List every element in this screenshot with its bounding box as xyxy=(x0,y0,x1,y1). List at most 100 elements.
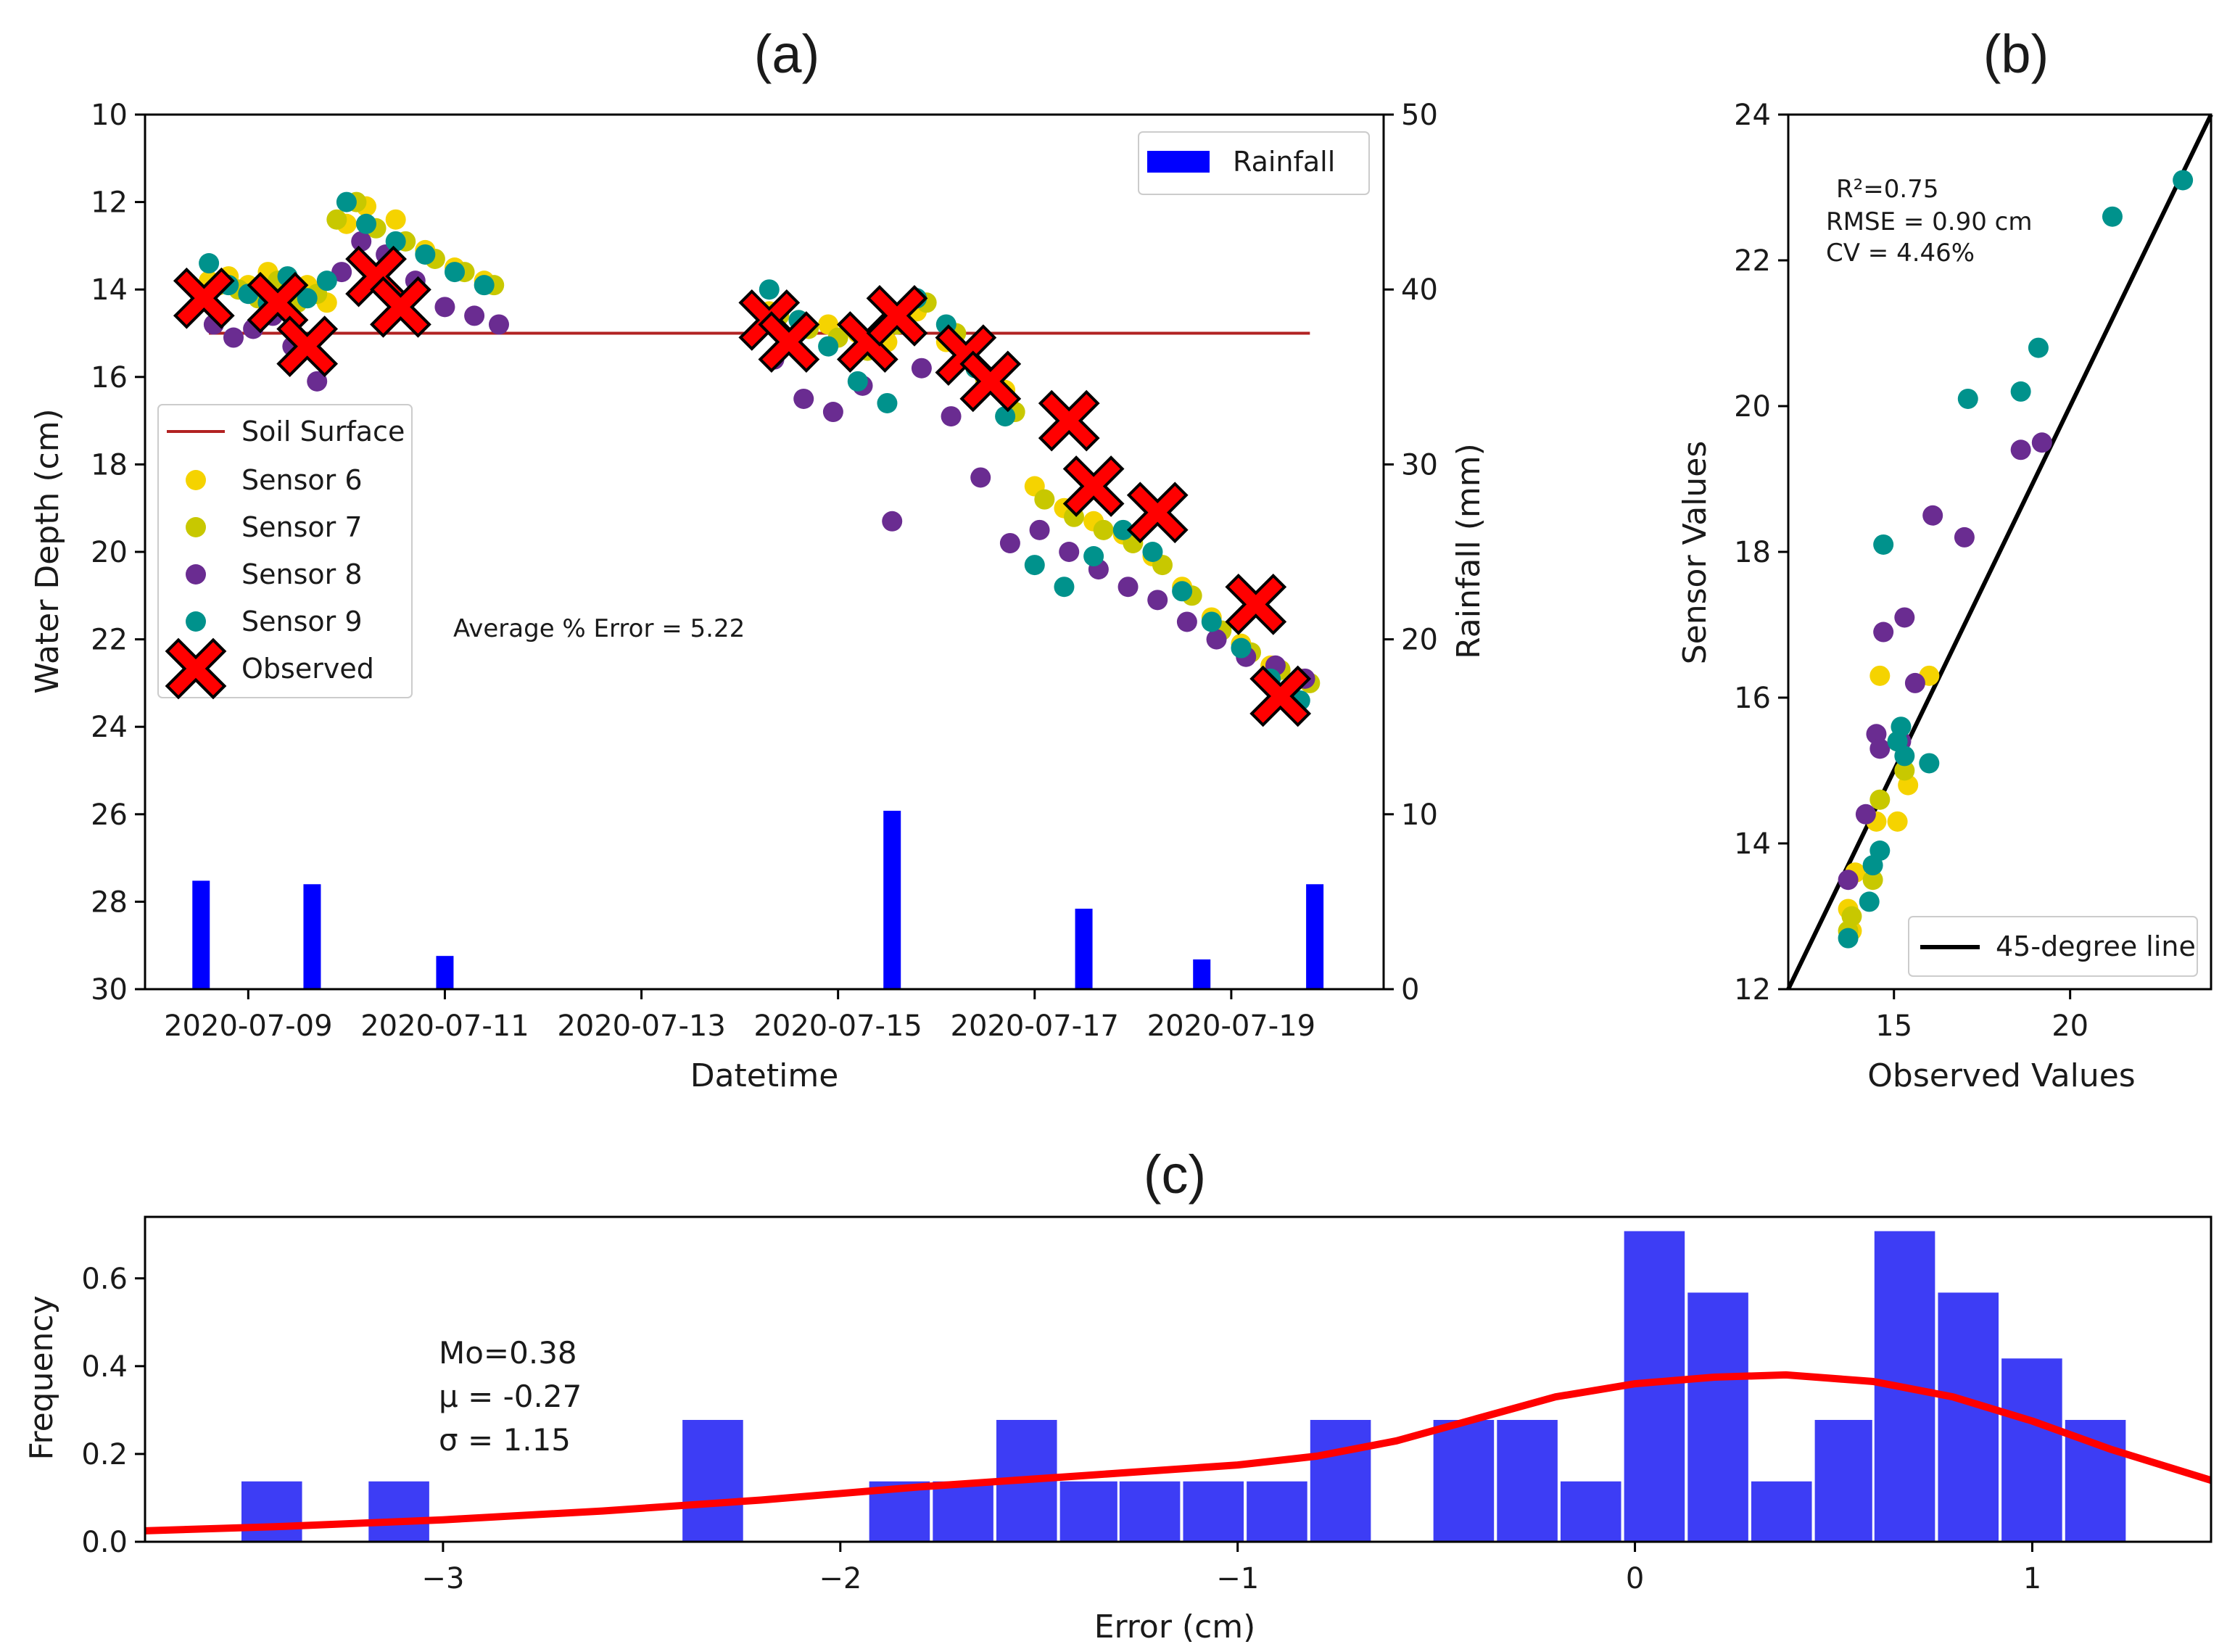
panel-c-ylabel: Frequency xyxy=(23,1295,60,1460)
y-tick-label: 28 xyxy=(91,885,128,919)
observed-marker xyxy=(1062,455,1125,517)
observed-marker xyxy=(1249,665,1312,727)
y2-tick-label: 40 xyxy=(1401,273,1438,307)
rainfall-bar xyxy=(192,880,210,989)
sensor-9-point xyxy=(1231,637,1252,658)
histogram-bar xyxy=(1244,1479,1310,1543)
y2-tick-label: 10 xyxy=(1401,798,1438,832)
rainfall-bars xyxy=(192,810,1324,989)
panel-c-y-tick-label: 0.2 xyxy=(81,1438,128,1471)
rainfall-bar xyxy=(436,956,454,989)
panel-b-legend-label: 45-degree line xyxy=(1996,930,2196,962)
sensor-8-point xyxy=(793,388,814,409)
observed-marker xyxy=(1225,573,1287,635)
observed-marker-fill xyxy=(762,315,816,369)
sensor-8-point xyxy=(1059,542,1080,562)
sensor-9-point xyxy=(297,288,318,309)
sensor-9-point xyxy=(474,275,495,296)
observed-marker xyxy=(959,350,1022,413)
x-tick-label: 2020-07-13 xyxy=(557,1009,725,1043)
panel-a-xlabel: Datetime xyxy=(690,1057,839,1094)
right-y-ticks: 0 10 20 30 40 50 xyxy=(1384,99,1438,1007)
panel-b-ylabel: Sensor Values xyxy=(1677,441,1714,665)
sensor-8-point xyxy=(489,314,509,335)
rainfall-legend: Rainfall xyxy=(1138,131,1370,195)
sensor-8-comparison-point xyxy=(1894,607,1915,628)
y-tick-label: 30 xyxy=(91,973,128,1007)
panel-b-y-tick-label: 18 xyxy=(1734,536,1771,569)
observed-marker-fill xyxy=(1042,394,1096,447)
sensor-7-point xyxy=(1093,519,1114,540)
observed-marker-fill xyxy=(177,271,231,325)
sensor-8-point xyxy=(1206,629,1227,650)
y2-tick-label: 0 xyxy=(1401,973,1419,1007)
series-legend: Soil Surface Sensor 6 Sensor 7 Sensor 8 … xyxy=(157,404,413,700)
sensor-9-point xyxy=(1054,577,1075,598)
sensor-9-point xyxy=(847,371,868,392)
legend-observed-cross-fill xyxy=(169,642,223,695)
panel-b-y-tick-label: 20 xyxy=(1734,390,1771,424)
panel-b-x-tick-label: 20 xyxy=(2052,1009,2088,1043)
histogram-bar xyxy=(366,1479,431,1543)
sensor-6-comparison-point xyxy=(1887,811,1908,832)
observed-marker xyxy=(1038,389,1100,452)
sensor-9-point xyxy=(877,392,898,413)
x-tick-label: 2020-07-17 xyxy=(951,1009,1119,1043)
sensor-8-point xyxy=(941,406,962,427)
sensor-9-comparison-point xyxy=(1894,746,1915,767)
panel-b-title: (b) xyxy=(1983,24,2049,84)
panel-c-xlabel: Error (cm) xyxy=(1094,1608,1256,1645)
legend-observed-marker xyxy=(165,637,227,700)
panel-c-x-ticks: −3 −2 −1 0 1 xyxy=(421,1542,2041,1595)
histogram-bar xyxy=(1685,1290,1751,1543)
cv-stat: CV = 4.46% xyxy=(1826,239,1975,268)
y2-tick-label: 20 xyxy=(1401,624,1438,657)
sensor-8-comparison-point xyxy=(1873,621,1894,643)
y-tick-label: 10 xyxy=(91,99,128,132)
panel-c-x-tick-label: −1 xyxy=(1216,1562,1259,1595)
sensor-7-comparison-point xyxy=(1841,906,1862,927)
y2-tick-label: 30 xyxy=(1401,448,1438,482)
series-legend-box xyxy=(157,404,413,698)
sigma-stat: σ = 1.15 xyxy=(439,1422,571,1458)
observed-marker-fill xyxy=(1253,669,1307,723)
sensor-8-point xyxy=(307,371,328,392)
sensor-8-comparison-point xyxy=(1922,505,1943,526)
histogram-bar xyxy=(1495,1417,1560,1543)
sensor-8-point xyxy=(999,532,1020,553)
panel-c-title: (c) xyxy=(1144,1144,1206,1205)
panel-b-y-tick-label: 22 xyxy=(1734,244,1771,278)
legend-sensor7-label: Sensor 7 xyxy=(241,511,363,543)
rainfall-legend-box xyxy=(1138,131,1370,195)
sensor-8-point xyxy=(434,297,455,318)
panel-b-x-tick-label: 15 xyxy=(1875,1009,1912,1043)
rmse-stat: RMSE = 0.90 cm xyxy=(1826,207,2032,236)
panel-c-y-tick-label: 0.4 xyxy=(81,1350,128,1384)
panel-a-title: (a) xyxy=(754,24,819,84)
rainfall-bar xyxy=(1075,909,1093,989)
panel-c-y-tick-label: 0.0 xyxy=(81,1526,128,1559)
panel-c-x-tick-label: 1 xyxy=(2023,1562,2041,1595)
sensor-8-point xyxy=(1029,519,1050,540)
sensor-7-comparison-point xyxy=(1894,760,1915,781)
y-tick-label: 14 xyxy=(91,273,128,307)
x-tick-label: 2020-07-19 xyxy=(1147,1009,1315,1043)
density-curve xyxy=(144,1371,2212,1535)
legend-sensor7-marker xyxy=(186,517,206,537)
rainfall-legend-label: Rainfall xyxy=(1233,146,1335,178)
observed-marker xyxy=(370,276,431,338)
sensor-8-point xyxy=(351,231,372,252)
y-tick-label: 20 xyxy=(91,536,128,569)
rainfall-bar xyxy=(1193,959,1211,989)
sensor-7-point xyxy=(1034,489,1055,510)
histogram-bar xyxy=(1558,1479,1624,1543)
sensor-9-point xyxy=(316,270,337,292)
observed-marker-fill xyxy=(870,289,924,343)
histogram-bar xyxy=(1057,1479,1123,1543)
sensor-8-point xyxy=(1176,611,1197,632)
histogram-bar xyxy=(930,1479,996,1543)
sensor-9-comparison-point xyxy=(1859,891,1880,912)
legend-observed-label: Observed xyxy=(241,653,374,685)
